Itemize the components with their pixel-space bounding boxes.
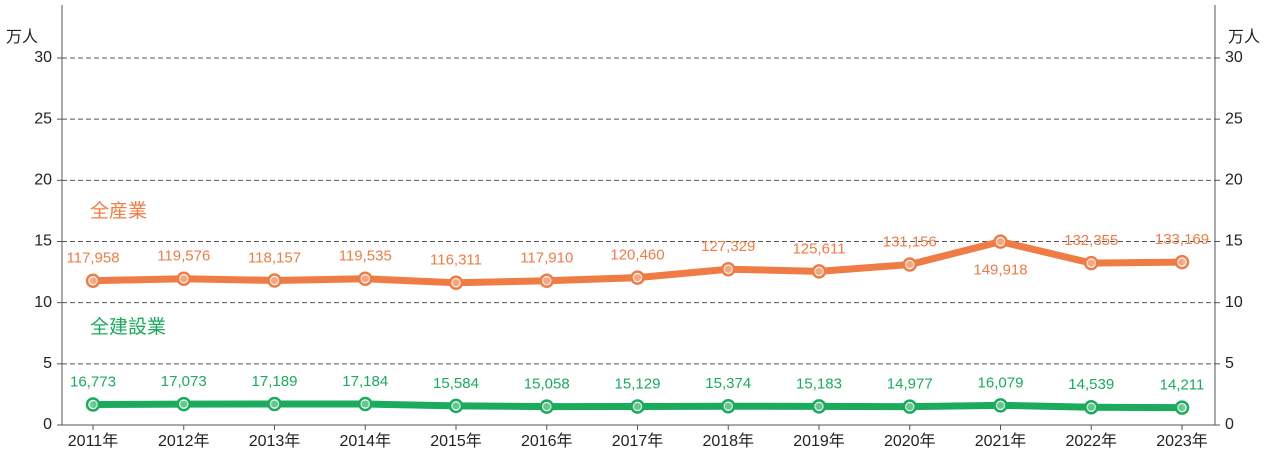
point-core	[724, 265, 732, 273]
point-core	[1178, 404, 1186, 412]
point-core	[543, 403, 551, 411]
point-core	[997, 238, 1004, 246]
data-label: 119,535	[339, 248, 392, 265]
point-core	[361, 275, 369, 283]
data-label: 120,460	[610, 247, 664, 264]
x-tick-label: 2023年	[1156, 432, 1208, 450]
data-label: 14,539	[1068, 376, 1114, 393]
y2-tick-label: 30	[1225, 49, 1243, 66]
data-label: 15,584	[433, 375, 479, 392]
y2-tick-label: 15	[1225, 233, 1243, 250]
x-tick-label: 2021年	[975, 432, 1027, 450]
y-tick-label: 0	[43, 416, 52, 433]
point-core	[271, 400, 278, 408]
data-label: 16,079	[978, 374, 1024, 391]
x-tick-label: 2014年	[339, 432, 391, 450]
data-label: 127,329	[701, 238, 755, 255]
data-label: 119,576	[157, 248, 210, 265]
point-core	[815, 267, 823, 275]
series-name: 全産業	[90, 200, 147, 222]
data-label: 131,156	[883, 234, 937, 251]
x-tick-label: 2017年	[612, 432, 664, 450]
data-label: 116,311	[430, 252, 482, 269]
data-label: 17,073	[161, 373, 207, 390]
point-core	[724, 402, 732, 410]
point-core	[1087, 259, 1095, 267]
x-tick-label: 2018年	[702, 432, 754, 450]
y-unit: 万人	[6, 28, 38, 46]
y2-tick-label: 5	[1225, 355, 1234, 372]
data-label: 15,374	[705, 375, 751, 392]
data-label: 117,958	[66, 250, 119, 267]
x-tick-label: 2012年	[158, 432, 210, 450]
x-tick-label: 2020年	[884, 432, 936, 450]
point-core	[180, 275, 188, 283]
point-core	[1178, 258, 1186, 266]
y2-unit: 万人	[1228, 28, 1260, 46]
x-tick-label: 2011年	[68, 432, 118, 450]
y2-tick-label: 20	[1225, 172, 1243, 189]
point-core	[634, 402, 641, 410]
point-core	[906, 261, 914, 269]
y-tick-label: 15	[34, 233, 52, 250]
point-core	[180, 400, 188, 408]
data-label: 132,355	[1064, 232, 1118, 249]
point-core	[997, 401, 1004, 409]
data-label: 125,611	[792, 240, 845, 257]
point-core	[1087, 403, 1095, 411]
data-label: 117,910	[520, 250, 573, 267]
x-tick-label: 2019年	[793, 432, 845, 450]
data-label: 17,184	[342, 373, 388, 390]
data-label: 14,977	[887, 376, 933, 393]
y2-tick-label: 0	[1225, 416, 1234, 433]
data-label: 17,189	[252, 373, 298, 390]
y-tick-label: 20	[34, 172, 52, 189]
point-core	[634, 274, 641, 282]
x-tick-label: 2016年	[521, 432, 573, 450]
y-tick-label: 10	[34, 294, 52, 311]
data-label: 149,918	[973, 262, 1027, 279]
x-tick-label: 2013年	[249, 432, 301, 450]
point-core	[452, 279, 460, 287]
point-core	[89, 400, 97, 408]
point-core	[543, 277, 551, 285]
x-tick-label: 2015年	[430, 432, 482, 450]
point-core	[452, 402, 460, 410]
point-core	[906, 403, 914, 411]
x-tick-label: 2022年	[1065, 432, 1117, 450]
y2-tick-label: 25	[1225, 110, 1243, 127]
y-tick-label: 25	[34, 110, 52, 127]
point-core	[89, 277, 97, 285]
data-label: 16,773	[70, 373, 116, 390]
y-tick-label: 5	[43, 355, 52, 372]
data-label: 15,058	[524, 376, 570, 393]
point-core	[815, 402, 823, 410]
data-label: 133,169	[1155, 231, 1209, 248]
point-core	[271, 276, 278, 284]
series-name: 全建設業	[90, 316, 166, 338]
data-label: 14,211	[1160, 377, 1205, 394]
data-label: 15,129	[615, 375, 661, 392]
y2-tick-label: 10	[1225, 294, 1243, 311]
y-tick-label: 30	[34, 49, 52, 66]
point-core	[361, 400, 369, 408]
data-label: 15,183	[796, 375, 842, 392]
data-label: 118,157	[248, 249, 301, 266]
